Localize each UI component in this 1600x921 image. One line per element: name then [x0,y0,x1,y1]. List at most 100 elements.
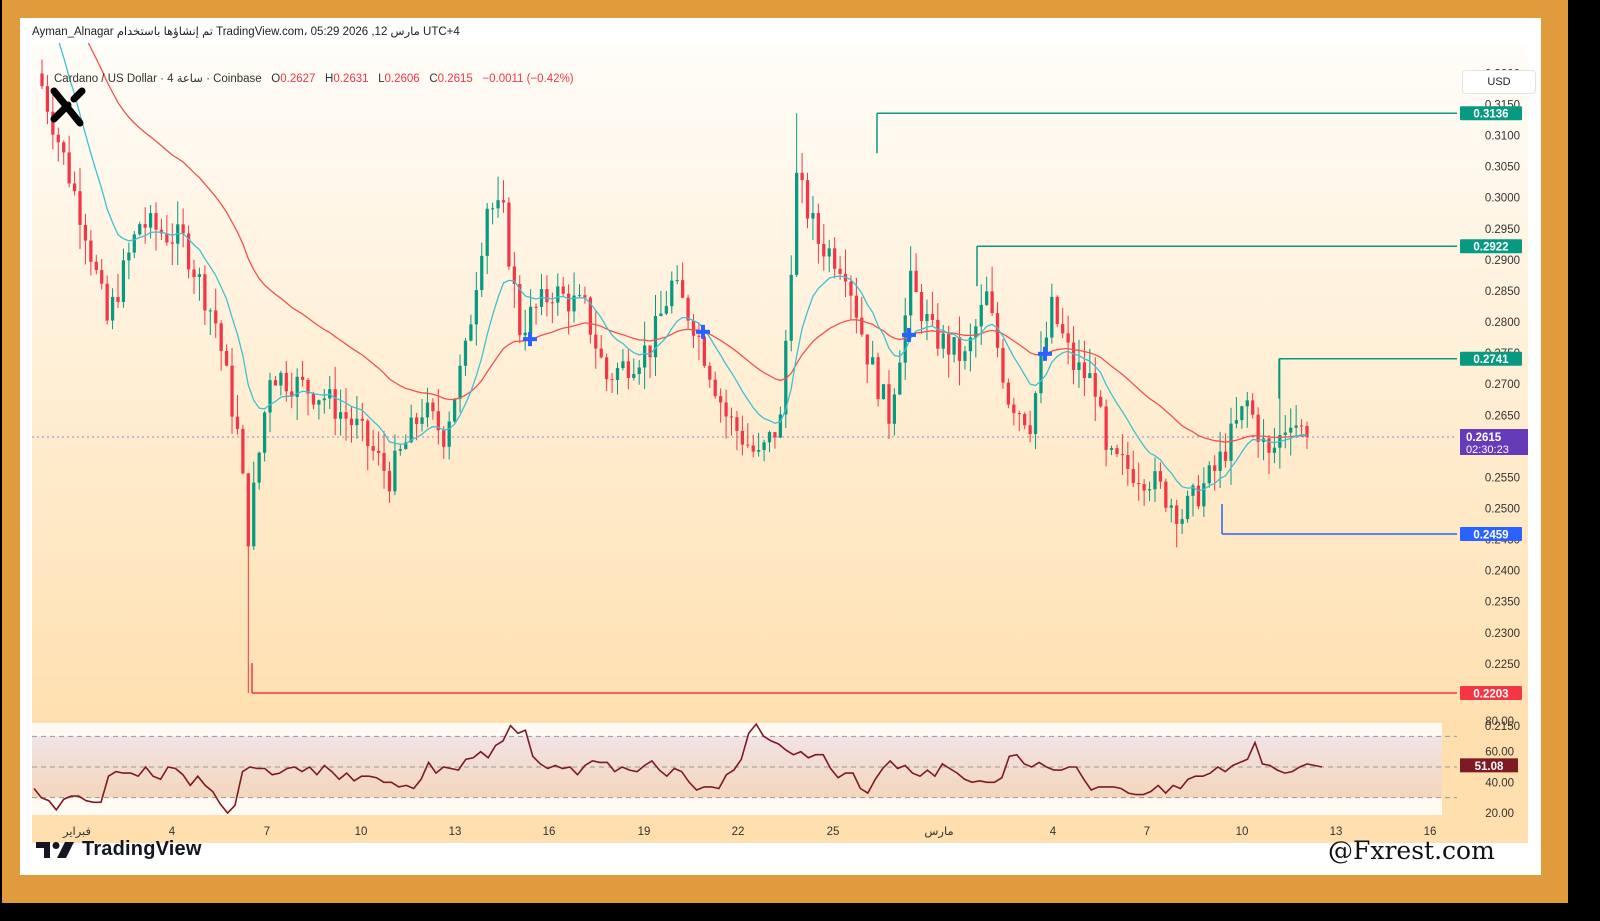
candle [224,344,229,367]
candle [1093,357,1097,422]
candle [344,388,348,441]
time-tick: 7 [1144,826,1150,838]
candle [447,411,451,460]
candle [1109,445,1114,456]
candle [729,407,734,436]
candle [1191,483,1195,517]
candle [1240,405,1244,429]
candle [1147,481,1152,502]
chart-card: Ayman_Alnagar تم إنشاؤها باستخدام Tradin… [20,0,1541,875]
candle [1131,450,1135,487]
candle [1023,412,1027,430]
candle [681,262,685,299]
candle [594,310,598,369]
candle [393,434,397,496]
candle [968,323,973,372]
candle [675,265,679,285]
candle [605,353,609,392]
candle [1050,283,1054,344]
candle [1283,415,1287,449]
candle [610,373,614,393]
candle [697,322,701,360]
candle [664,290,668,316]
candle [1012,397,1016,426]
currency-button[interactable]: USD [1462,70,1536,94]
candle [132,231,136,259]
candle [1202,467,1206,518]
candle [94,254,98,275]
candle [317,399,321,420]
svg-text:0.3136: 0.3136 [1473,109,1508,121]
candle [235,395,240,435]
candle [1164,478,1168,513]
candle [349,406,354,443]
candle [648,345,652,379]
tradingview-logo-icon [36,841,74,858]
candle [1137,462,1141,501]
candle [724,389,728,439]
candle [876,352,880,407]
candle [458,354,462,413]
candle [822,224,826,271]
candle [1213,455,1217,491]
svg-text:0.2922: 0.2922 [1473,242,1508,254]
candle [1185,490,1190,523]
candle [1077,339,1081,388]
cross-marker-icon [1038,346,1052,361]
candle [556,273,560,316]
candle [626,349,630,390]
candle [290,372,294,409]
rsi-line [33,722,1323,815]
candle [469,314,473,342]
candle [1153,457,1157,503]
price-tick: 0.3050 [1485,162,1520,174]
candle [181,208,185,248]
time-axis[interactable] [32,819,1528,843]
rsi-tick: 60.00 [1485,747,1514,759]
candle [273,376,278,386]
candle [431,398,435,420]
candle [816,203,821,264]
candle [1142,479,1146,506]
price-tick: 0.3100 [1485,131,1520,143]
candle [230,348,234,435]
candle [192,259,196,295]
candle [246,472,250,694]
time-tick: 10 [355,826,368,838]
candle [979,284,983,345]
candle [632,358,636,381]
candle [279,370,283,396]
candle [268,372,272,433]
candle [56,127,60,162]
candle [409,404,413,444]
candle [420,398,424,432]
candle [1294,405,1298,439]
candle [805,172,810,229]
cross-marker-icon [696,324,710,339]
price-chart[interactable]: 0.32000.31500.31000.30500.30000.29500.29… [32,0,1536,843]
candle [1071,326,1076,385]
candle [550,292,554,324]
candle [670,271,674,314]
candle [311,391,316,410]
candle [735,410,739,451]
candle [355,396,359,439]
candle [1223,433,1228,468]
candle [871,340,875,365]
candle [659,290,663,317]
chart-area[interactable]: 0.32000.31500.31000.30500.30000.29500.29… [32,0,1536,843]
candle [452,398,457,423]
candle [45,75,50,125]
candle [501,180,506,213]
candle [892,388,897,436]
candle [1115,444,1119,458]
candle [219,320,223,371]
candle [1169,498,1173,523]
candle [909,246,913,338]
candle [1207,461,1211,488]
candle [360,402,364,442]
candle [1001,338,1005,389]
price-tick: 0.2150 [1485,721,1520,733]
time-tick: 16 [543,826,556,838]
candle [1055,295,1059,328]
